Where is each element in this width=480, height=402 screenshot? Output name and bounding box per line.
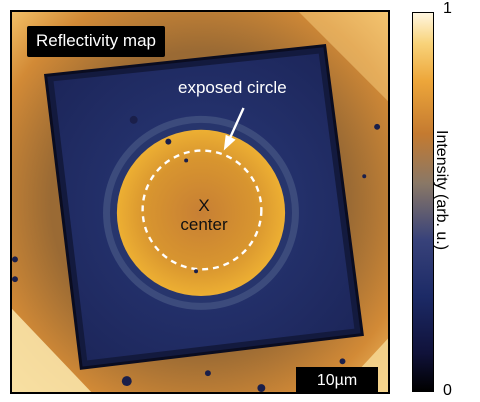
center-label: center [180, 215, 228, 234]
annotation-arrow [228, 107, 245, 140]
map-title: Reflectivity map [27, 26, 165, 57]
reflectivity-image [12, 12, 388, 392]
colorbar-axis-label: Intensity (arb. u.) [433, 130, 450, 251]
colorbar-min-label: 0 [443, 382, 452, 399]
exposed-circle-outline [141, 149, 263, 271]
exposed-circle [116, 129, 286, 296]
scale-bar: 10µm [296, 367, 378, 392]
center-x-mark: X [198, 196, 210, 215]
annotation-label: exposed circle [178, 78, 287, 97]
center-marker: X center [174, 196, 234, 234]
colorbar [412, 12, 434, 392]
dust-specks [12, 115, 381, 392]
reflectivity-map: Reflectivity map exposed circle X center… [10, 10, 390, 394]
colorbar-max-label: 1 [443, 0, 452, 17]
